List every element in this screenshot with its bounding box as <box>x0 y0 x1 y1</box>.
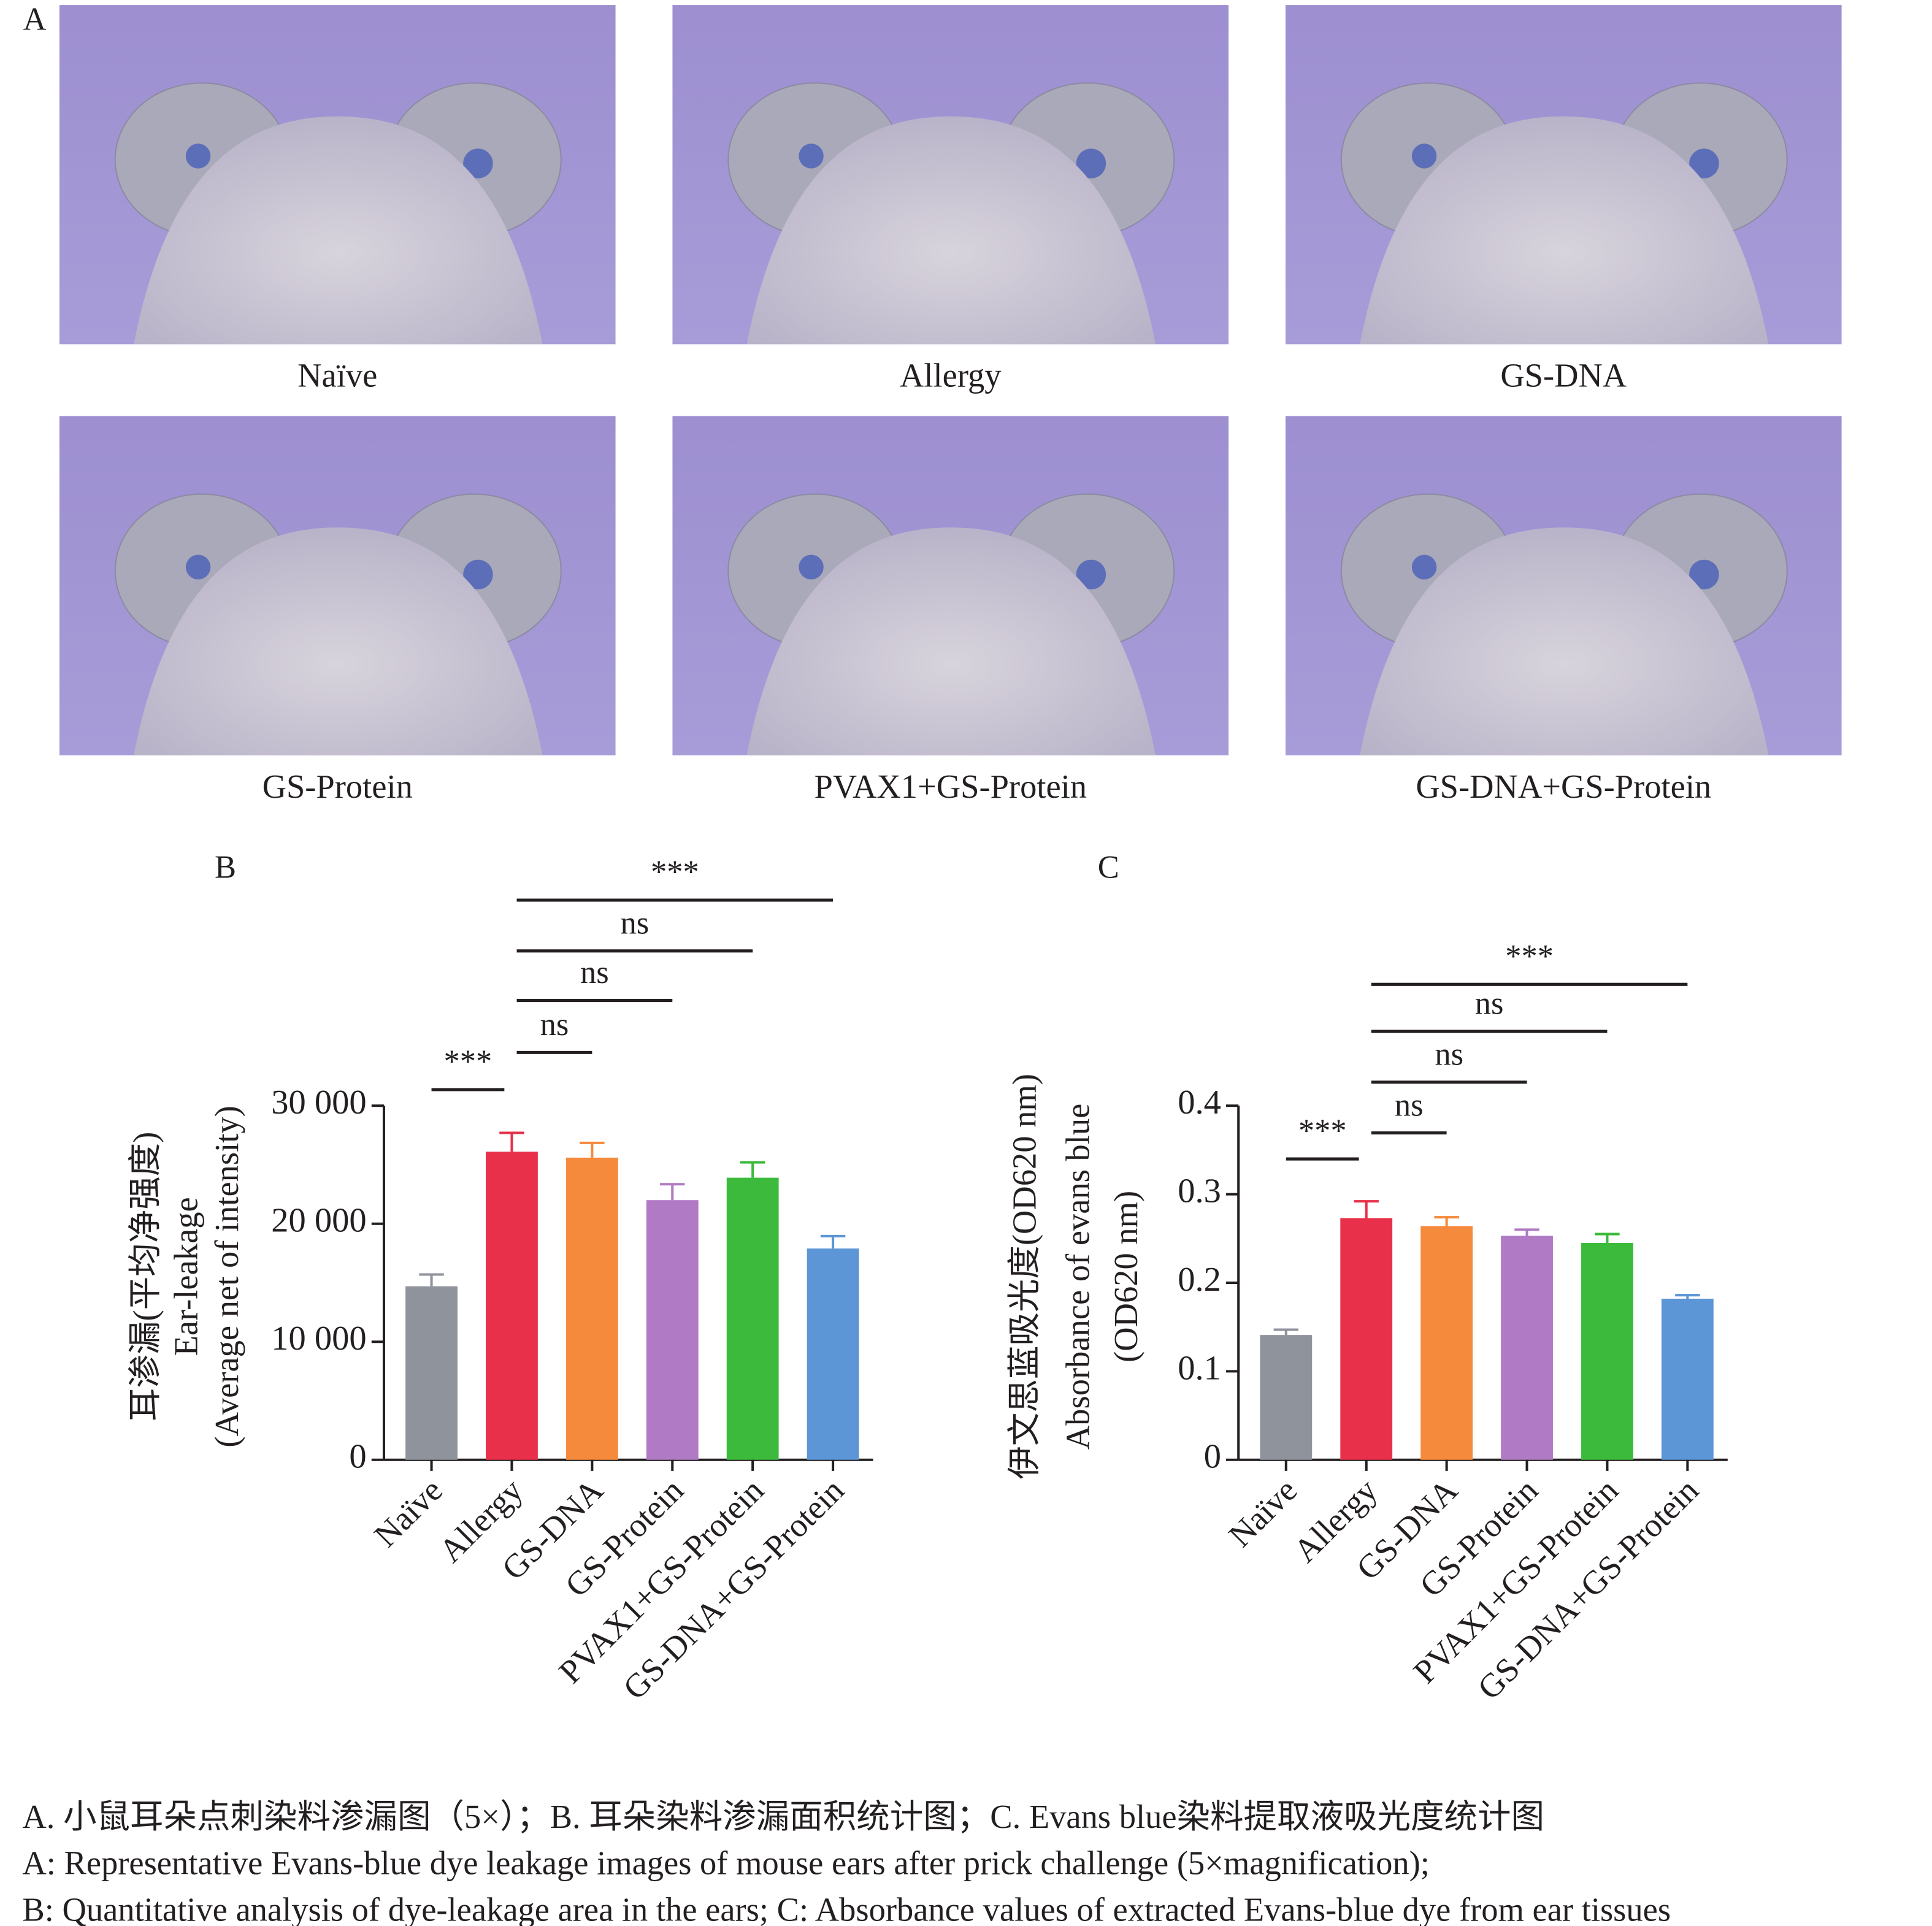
error-bar <box>1273 1328 1299 1336</box>
mouse-head <box>1360 116 1769 345</box>
bar <box>1501 1236 1553 1460</box>
dye-spot <box>799 143 824 169</box>
mouse-head <box>134 527 543 755</box>
y-axis-label: Absorbance of evans blue <box>1059 1104 1096 1450</box>
photo-label: PVAX1+GS-Protein <box>814 768 1087 805</box>
error-bar <box>419 1273 444 1286</box>
photo <box>672 416 1229 755</box>
mouse-head <box>746 527 1156 755</box>
y-tick-label: 0.3 <box>1178 1172 1221 1210</box>
dye-spot <box>1689 148 1719 178</box>
error-bar <box>1675 1294 1700 1299</box>
y-axis-label: Ear-leakage <box>167 1197 204 1356</box>
y-axis-label: 伊文思蓝吸光度(OD620 nm) <box>1005 1074 1043 1480</box>
y-tick-label: 30 000 <box>271 1083 366 1122</box>
dye-spot <box>1689 559 1719 590</box>
panel-letter: A <box>23 1 47 37</box>
caption-line: A: Representative Evans-blue dye leakage… <box>22 1844 1430 1882</box>
dye-spot <box>1076 148 1106 178</box>
y-tick-label: 10 000 <box>271 1320 366 1358</box>
photo <box>1285 5 1842 345</box>
photo <box>59 5 616 345</box>
significance-label: *** <box>1505 939 1554 974</box>
mouse-head <box>134 116 543 345</box>
dye-spot <box>463 148 493 178</box>
significance-label: *** <box>444 1044 493 1080</box>
error-bar <box>1354 1200 1379 1218</box>
photo <box>672 5 1229 345</box>
panel-letter: C <box>1098 850 1119 885</box>
bar <box>1661 1298 1714 1460</box>
significance-label: ns <box>580 955 609 990</box>
significance-label: ns <box>1395 1087 1424 1123</box>
error-bar <box>1434 1216 1459 1226</box>
dye-spot <box>1411 554 1437 580</box>
bar <box>565 1157 618 1460</box>
caption-line: A. 小鼠耳朵点刺染料渗漏图（5×）；B. 耳朵染料渗漏面积统计图；C. Eva… <box>22 1798 1544 1835</box>
y-tick-label: 0.2 <box>1178 1261 1221 1299</box>
bar <box>405 1286 458 1460</box>
mouse-head <box>746 116 1156 345</box>
photo-label: Allergy <box>900 356 1002 394</box>
y-tick-label: 0.4 <box>1178 1083 1221 1122</box>
bar <box>726 1177 779 1460</box>
bar <box>646 1200 699 1460</box>
photo <box>1285 416 1842 755</box>
y-tick-label: 0.1 <box>1178 1349 1221 1387</box>
y-tick-label: 20 000 <box>271 1202 366 1240</box>
mouse-head <box>1360 527 1769 755</box>
photo-label: GS-DNA+GS-Protein <box>1416 768 1711 805</box>
significance-label: ns <box>540 1007 569 1042</box>
significance-label: *** <box>1298 1114 1347 1149</box>
bar <box>486 1152 538 1460</box>
y-tick-label: 0 <box>1204 1438 1221 1476</box>
error-bar <box>820 1234 846 1249</box>
y-axis-label: (OD620 nm) <box>1107 1191 1144 1362</box>
y-axis-label: 耳渗漏(平均净强度) <box>126 1132 164 1421</box>
error-bar <box>660 1183 685 1201</box>
error-bar <box>1514 1228 1539 1236</box>
error-bar <box>580 1141 605 1158</box>
significance-label: ns <box>621 905 650 941</box>
panel-letter: B <box>215 850 236 885</box>
photo-label: Naïve <box>297 356 377 394</box>
significance-label: ns <box>1475 986 1504 1022</box>
photo-label: GS-Protein <box>263 768 413 805</box>
error-bar <box>1595 1232 1620 1244</box>
dye-spot <box>185 143 211 169</box>
error-bar <box>740 1161 765 1178</box>
error-bar <box>499 1131 524 1152</box>
bar <box>807 1248 859 1460</box>
bar <box>1420 1226 1473 1460</box>
caption-line: B: Quantitative analysis of dye-leakage … <box>22 1890 1671 1926</box>
dye-spot <box>1411 143 1437 169</box>
dye-spot <box>799 554 824 580</box>
dye-spot <box>185 554 211 580</box>
y-tick-label: 0 <box>349 1438 366 1476</box>
dye-spot <box>463 559 493 590</box>
dye-spot <box>1076 559 1106 590</box>
bar <box>1260 1335 1313 1460</box>
significance-label: ns <box>1435 1037 1463 1072</box>
bar <box>1340 1218 1393 1460</box>
photo-grid <box>59 5 1842 755</box>
photo-label: GS-DNA <box>1500 356 1627 394</box>
significance-label: *** <box>651 855 699 890</box>
bar <box>1581 1242 1633 1460</box>
photo <box>59 416 616 755</box>
y-axis-label: (Average net of intensity) <box>208 1106 245 1447</box>
